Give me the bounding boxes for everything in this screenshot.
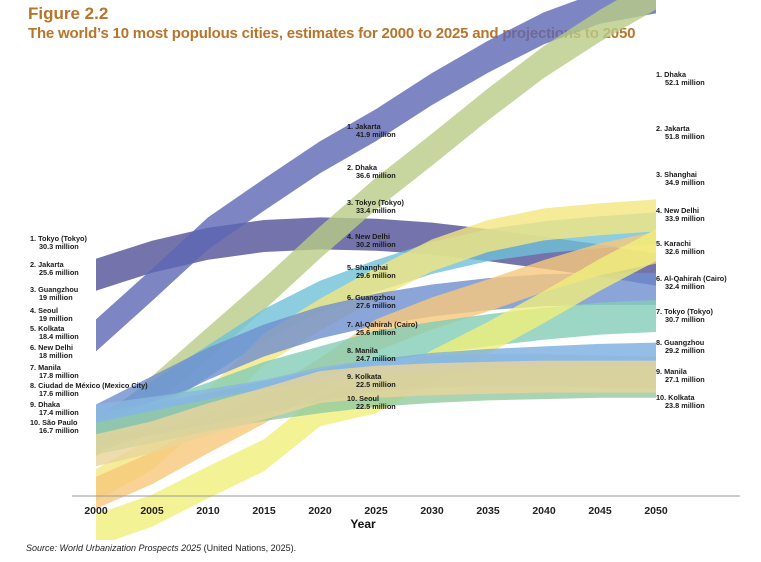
rank-value-2025-9: 22.5 million <box>356 380 396 389</box>
rank-value-2025-3: 33.4 million <box>356 206 396 215</box>
rank-value-2025-1: 41.9 million <box>356 130 396 139</box>
rank-value-2050-6: 32.4 million <box>665 282 705 291</box>
rank-value-2025-10: 22.5 million <box>356 402 396 411</box>
source-publisher: (United Nations, 2025). <box>201 543 297 553</box>
x-tick-2035: 2035 <box>476 505 500 517</box>
rank-value-2025-4: 30.2 million <box>356 240 396 249</box>
source-publication: Source: World Urbanization Prospects 202… <box>26 543 202 553</box>
rank-value-2025-8: 24.7 million <box>356 354 396 363</box>
rank-value-2050-4: 33.9 million <box>665 214 705 223</box>
chart-title: The world’s 10 most populous cities, est… <box>28 25 636 42</box>
x-tick-2045: 2045 <box>588 505 612 517</box>
rank-label-2000-4: 4. Seoul <box>30 306 58 315</box>
ribbon-layer <box>96 0 656 540</box>
rank-label-2025-4: 4. New Delhi <box>347 232 390 241</box>
x-axis-ticks: 2000 2005 2010 2015 2020 2025 2030 2035 2040 2045… <box>84 505 668 517</box>
x-tick-2025: 2025 <box>364 505 388 517</box>
ribbon-sao-paulo <box>96 360 656 467</box>
rank-label-2000-9: 9. Dhaka <box>30 400 61 409</box>
rank-value-2025-7: 25.6 million <box>356 328 396 337</box>
rank-value-2000-3: 19 million <box>39 293 73 302</box>
x-axis-label: Year <box>350 517 376 531</box>
rank-label-2000-6: 6. New Delhi <box>30 343 73 352</box>
rank-label-2050-1: 1. Dhaka <box>656 70 687 79</box>
figure-label: Figure 2.2 <box>28 4 109 23</box>
x-tick-2000: 2000 <box>84 505 108 517</box>
rank-value-2050-7: 30.7 million <box>665 315 705 324</box>
x-tick-2005: 2005 <box>140 505 164 517</box>
rank-label-2000-8: 8. Ciudad de México (Mexico City) <box>30 381 148 390</box>
rank-value-2000-8: 17.6 million <box>39 389 79 398</box>
rank-label-2025-6: 6. Guangzhou <box>347 293 395 302</box>
rank-label-2025-7: 7. Al-Qahirah (Cairo) <box>347 320 418 329</box>
rank-label-2050-10: 10. Kolkata <box>656 393 695 402</box>
x-tick-2015: 2015 <box>252 505 276 517</box>
rank-label-2025-5: 5. Shanghai <box>347 263 388 272</box>
rank-label-2050-6: 6. Al-Qahirah (Cairo) <box>656 274 727 283</box>
rank-value-2050-1: 52.1 million <box>665 78 705 87</box>
rank-label-2025-2: 2. Dhaka <box>347 163 378 172</box>
rank-label-2050-5: 5. Karachi <box>656 239 691 248</box>
rank-label-2025-10: 10. Seoul <box>347 394 379 403</box>
rank-value-2050-8: 29.2 million <box>665 346 705 355</box>
rank-label-2025-3: 3. Tokyo (Tokyo) <box>347 198 404 207</box>
source-note: Source: World Urbanization Prospects 202… <box>26 543 296 553</box>
rank-value-2000-1: 30.3 million <box>39 242 79 251</box>
ribbon-shanghai <box>96 199 656 501</box>
x-tick-2010: 2010 <box>196 505 220 517</box>
ribbon-new-delhi <box>96 212 656 450</box>
rank-value-2000-7: 17.8 million <box>39 371 79 380</box>
rank-value-2000-2: 25.6 million <box>39 268 79 277</box>
rank-label-2050-3: 3. Shanghai <box>656 170 697 179</box>
ribbon-cairo <box>96 231 656 509</box>
rank-label-2000-7: 7. Manila <box>30 363 62 372</box>
x-tick-2050: 2050 <box>644 505 668 517</box>
rank-label-2025-8: 8. Manila <box>347 346 379 355</box>
rank-value-2050-3: 34.9 million <box>665 178 705 187</box>
rank-label-2000-10: 10. São Paulo <box>30 418 78 427</box>
rank-value-2025-6: 27.6 million <box>356 301 396 310</box>
rank-label-2050-9: 9. Manila <box>656 367 688 376</box>
rank-label-2050-8: 8. Guangzhou <box>656 338 704 347</box>
rank-value-2000-5: 18.4 million <box>39 332 79 341</box>
rank-value-2025-2: 36.6 million <box>356 171 396 180</box>
x-tick-2020: 2020 <box>308 505 332 517</box>
rank-label-2050-4: 4. New Delhi <box>656 206 699 215</box>
x-tick-2030: 2030 <box>420 505 444 517</box>
rank-label-2050-2: 2. Jakarta <box>656 124 691 133</box>
rank-label-2000-3: 3. Guangzhou <box>30 285 78 294</box>
rank-label-2000-2: 2. Jakarta <box>30 260 65 269</box>
bump-chart: 2000 2005 2010 2015 2020 2025 2030 2035 2040 2045… <box>30 0 740 540</box>
rank-value-2000-6: 18 million <box>39 351 73 360</box>
rank-label-2025-9: 9. Kolkata <box>347 372 382 381</box>
rank-label-2000-1: 1. Tokyo (Tokyo) <box>30 234 87 243</box>
x-tick-2040: 2040 <box>532 505 556 517</box>
rank-value-2050-2: 51.8 million <box>665 132 705 141</box>
rank-label-2025-1: 1. Jakarta <box>347 122 382 131</box>
rank-value-2000-9: 17.4 million <box>39 408 79 417</box>
rank-value-2050-9: 27.1 million <box>665 375 705 384</box>
rank-label-2050-7: 7. Tokyo (Tokyo) <box>656 307 713 316</box>
rank-value-2000-10: 16.7 million <box>39 426 79 435</box>
rank-value-2000-4: 19 million <box>39 314 73 323</box>
rank-label-2000-5: 5. Kolkata <box>30 324 65 333</box>
rank-value-2050-10: 23.8 million <box>665 401 705 410</box>
rank-value-2050-5: 32.6 million <box>665 247 705 256</box>
rank-value-2025-5: 29.6 million <box>356 271 396 280</box>
